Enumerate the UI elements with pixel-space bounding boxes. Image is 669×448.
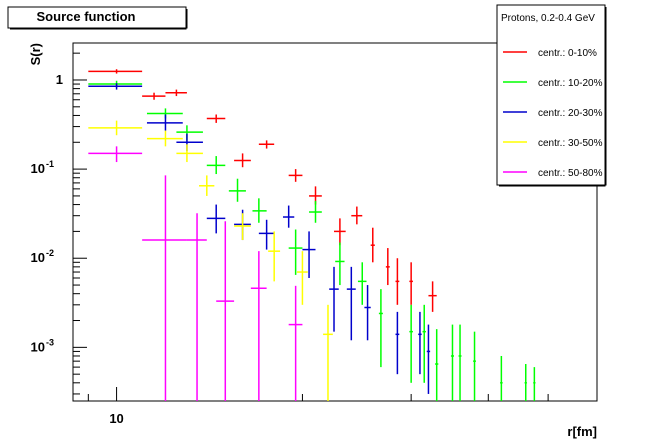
data-point xyxy=(428,281,437,312)
chart-title: Source function xyxy=(37,9,136,24)
data-point xyxy=(450,324,455,401)
data-point xyxy=(252,198,267,223)
data-point xyxy=(216,221,235,401)
data-point xyxy=(268,231,281,282)
data-point xyxy=(250,251,267,401)
data-point xyxy=(458,324,462,401)
data-point xyxy=(234,153,251,168)
legend-title: Protons, 0.2-0.4 GeV xyxy=(501,13,595,24)
data-point xyxy=(206,204,226,234)
data-point xyxy=(297,251,308,305)
y-tick-exponent: -2 xyxy=(46,248,54,258)
data-point xyxy=(426,324,431,394)
data-point xyxy=(435,329,439,401)
data-point xyxy=(409,262,413,305)
y-tick-label: 10 xyxy=(31,339,45,354)
data-point xyxy=(395,311,400,375)
data-point xyxy=(334,218,346,246)
data-point xyxy=(524,364,527,401)
x-axis-label: r[fm] xyxy=(567,424,597,439)
data-point xyxy=(88,83,143,90)
legend-label: centr.: 20-30% xyxy=(538,108,603,119)
x-tick-label: 10 xyxy=(109,411,123,426)
data-point xyxy=(351,206,363,225)
data-point xyxy=(473,331,476,401)
data-point xyxy=(422,304,426,383)
data-point xyxy=(533,367,536,401)
y-tick-exponent: -1 xyxy=(46,159,54,169)
y-axis-label: S(r) xyxy=(28,43,43,65)
title-box: Source function xyxy=(7,6,188,30)
series-1 xyxy=(88,80,536,401)
data-point xyxy=(165,89,187,97)
data-point xyxy=(500,355,503,401)
data-point xyxy=(258,140,275,149)
data-point xyxy=(357,262,367,305)
data-point xyxy=(370,227,375,263)
data-point xyxy=(258,219,275,250)
data-point xyxy=(206,114,226,123)
data-point xyxy=(234,213,251,241)
data-point xyxy=(323,304,333,401)
data-point xyxy=(364,285,371,341)
data-point xyxy=(385,248,390,286)
data-point xyxy=(418,311,422,375)
legend: Protons, 0.2-0.4 GeV centr.: 0-10%centr.… xyxy=(496,4,607,187)
data-point xyxy=(329,266,339,332)
legend-entries: centr.: 0-10% centr.: 10-20% centr.: 20-30… xyxy=(503,48,603,179)
data-point xyxy=(142,92,166,100)
data-point xyxy=(288,229,303,275)
data-point xyxy=(88,69,143,74)
data-point xyxy=(206,156,226,175)
data-point xyxy=(88,120,143,136)
data-point xyxy=(395,258,400,305)
plot-frame xyxy=(72,42,598,402)
data-point xyxy=(335,242,345,286)
y-tick-label: 10 xyxy=(31,161,45,176)
data-point xyxy=(142,175,187,401)
data-point xyxy=(176,144,203,163)
data-point xyxy=(288,169,303,182)
series-4 xyxy=(88,146,303,401)
y-tick-label: 10 xyxy=(31,250,45,265)
data-point xyxy=(228,178,246,202)
y-tick-exponent: -3 xyxy=(46,337,54,347)
data-point xyxy=(186,213,207,401)
data-point xyxy=(146,114,183,131)
legend-label: centr.: 50-80% xyxy=(538,168,603,179)
data-point xyxy=(88,146,143,163)
series-3 xyxy=(88,120,333,401)
data-point xyxy=(176,133,203,151)
data-point xyxy=(302,231,316,278)
axis-ticks: 110-110-210-310 xyxy=(31,52,598,426)
data-point xyxy=(199,175,215,196)
data-point xyxy=(146,130,183,147)
data-point xyxy=(346,266,356,341)
data-point xyxy=(309,200,322,223)
legend-label: centr.: 30-50% xyxy=(538,138,603,149)
data-point xyxy=(282,205,295,228)
y-tick-label: 1 xyxy=(56,72,63,87)
series-2 xyxy=(88,83,431,394)
legend-label: centr.: 10-20% xyxy=(538,78,603,89)
data-point xyxy=(409,304,413,383)
series-0 xyxy=(88,69,437,312)
legend-label: centr.: 0-10% xyxy=(538,48,597,59)
data-point xyxy=(378,289,383,368)
data-point xyxy=(288,285,303,401)
data-marks xyxy=(88,69,536,401)
